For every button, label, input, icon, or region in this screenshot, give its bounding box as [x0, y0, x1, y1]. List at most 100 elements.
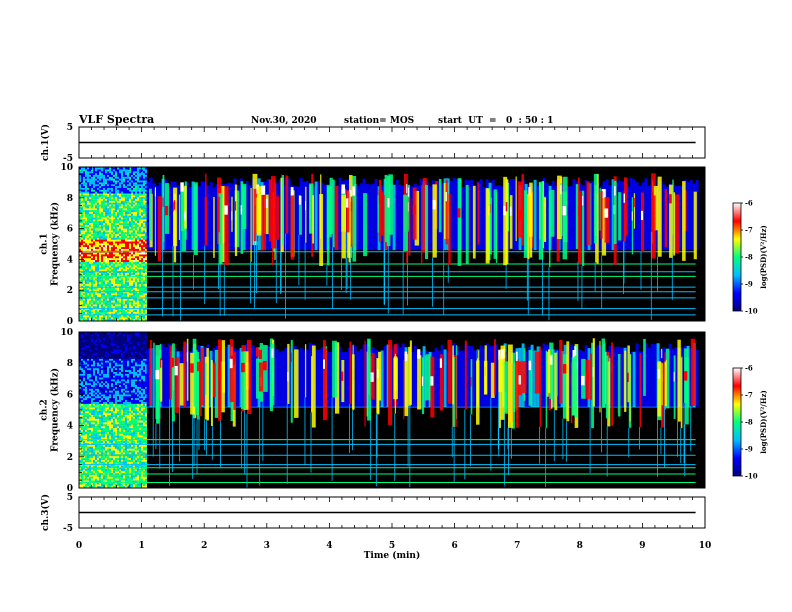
psd-cell	[143, 254, 145, 257]
psd-cell	[111, 398, 113, 401]
sferic-streak	[550, 189, 555, 237]
psd-cell	[105, 211, 107, 214]
psd-cell	[121, 294, 123, 297]
psd-cell	[89, 433, 91, 436]
psd-cell	[91, 200, 93, 203]
psd-cell	[109, 364, 111, 367]
psd-cell	[95, 187, 97, 190]
psd-cell	[79, 407, 81, 410]
psd-cell	[105, 339, 107, 342]
psd-cell	[107, 399, 109, 402]
sferic-streak	[664, 189, 668, 248]
psd-cell	[93, 375, 95, 378]
psd-cell	[87, 222, 89, 225]
psd-cell	[101, 184, 103, 187]
background-band	[296, 186, 300, 251]
psd-cell	[107, 409, 109, 412]
psd-cell	[133, 309, 135, 312]
psd-cell	[99, 431, 101, 434]
psd-cell	[121, 309, 123, 312]
psd-cell	[133, 191, 135, 194]
psd-cell	[79, 354, 81, 357]
psd-cell	[91, 189, 93, 192]
psd-cell	[83, 390, 85, 393]
psd-cell	[137, 200, 139, 203]
psd-cell	[99, 209, 101, 212]
psd-cell	[85, 217, 87, 220]
psd-cell	[79, 339, 81, 342]
psd-cell	[79, 469, 81, 472]
psd-cell	[105, 412, 107, 415]
psd-cell	[129, 311, 131, 314]
psd-cell	[145, 169, 147, 172]
psd-cell	[109, 390, 111, 393]
psd-cell	[97, 362, 99, 365]
psd-cell	[109, 358, 111, 361]
psd-cell	[123, 197, 125, 200]
psd-cell	[93, 304, 95, 307]
psd-cell	[79, 222, 81, 225]
psd-cell	[125, 211, 127, 214]
psd-cell	[109, 392, 111, 395]
psd-cell	[139, 274, 141, 277]
psd-cell	[97, 369, 99, 372]
psd-cell	[99, 206, 101, 209]
psd-cell	[87, 169, 89, 172]
psd-cell	[113, 228, 115, 231]
psd-cell	[103, 480, 105, 483]
psd-cell	[79, 171, 81, 174]
psd-cell	[121, 291, 123, 294]
psd-cell	[81, 469, 83, 472]
spectrogram-image	[79, 167, 705, 321]
psd-cell	[93, 267, 95, 270]
psd-cell	[87, 338, 89, 341]
psd-cell	[121, 252, 123, 255]
psd-cell	[81, 433, 83, 436]
psd-cell	[93, 246, 95, 249]
sferic-core	[581, 196, 584, 206]
psd-cell	[99, 226, 101, 229]
psd-cell	[127, 263, 129, 266]
sferic-streak	[581, 190, 585, 266]
psd-cell	[137, 294, 139, 297]
psd-cell	[89, 444, 91, 447]
background-band	[287, 178, 291, 251]
psd-cell	[79, 368, 81, 371]
psd-cell	[143, 243, 145, 246]
psd-cell	[129, 293, 131, 296]
psd-cell	[107, 289, 109, 292]
psd-cell	[95, 412, 97, 415]
psd-cell	[83, 206, 85, 209]
psd-cell	[81, 394, 83, 397]
psd-cell	[107, 317, 109, 320]
background-band	[644, 178, 648, 251]
psd-cell	[119, 278, 121, 281]
psd-cell	[141, 235, 143, 238]
psd-cell	[107, 226, 109, 229]
psd-cell	[107, 287, 109, 290]
psd-cell	[83, 319, 85, 321]
psd-cell	[87, 394, 89, 397]
psd-cell	[121, 228, 123, 231]
psd-cell	[123, 217, 125, 220]
psd-cell	[93, 399, 95, 402]
psd-cell	[109, 467, 111, 470]
psd-cell	[81, 461, 83, 464]
psd-cell	[137, 269, 139, 272]
psd-cell	[91, 444, 93, 447]
psd-cell	[145, 200, 147, 203]
psd-cell	[83, 178, 85, 181]
psd-cell	[109, 353, 111, 356]
psd-cell	[89, 187, 91, 190]
psd-cell	[89, 381, 91, 384]
psd-cell	[93, 480, 95, 483]
psd-cell	[127, 180, 129, 183]
psd-cell	[105, 263, 107, 266]
psd-cell	[89, 398, 91, 401]
psd-cell	[141, 309, 143, 312]
psd-cell	[123, 243, 125, 246]
psd-cell	[119, 252, 121, 255]
psd-cell	[81, 486, 83, 488]
psd-cell	[79, 439, 81, 442]
